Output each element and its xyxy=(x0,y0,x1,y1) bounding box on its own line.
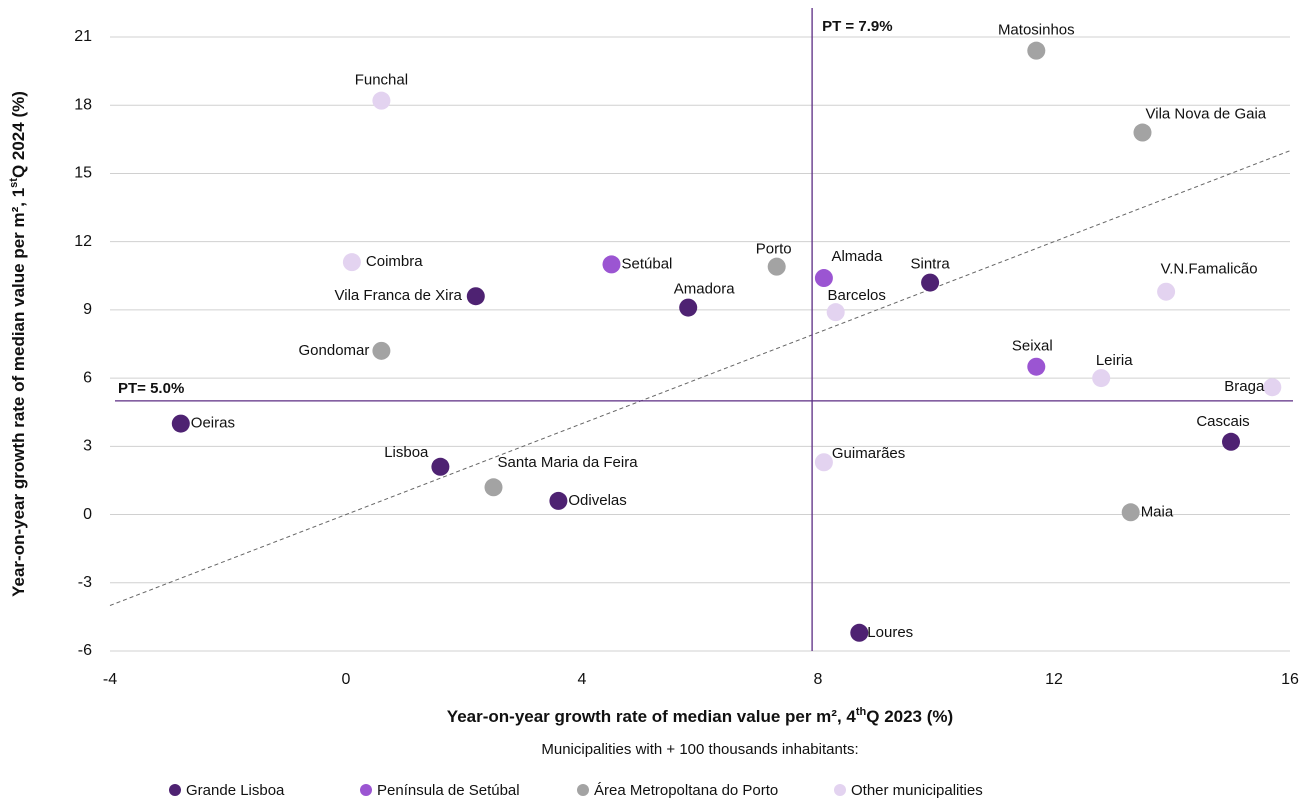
point xyxy=(1157,282,1176,301)
y-tick-label: 9 xyxy=(83,301,92,318)
point xyxy=(431,457,450,476)
y-label-a: Year-on-year growth rate of median value… xyxy=(9,188,28,597)
point xyxy=(342,253,361,272)
point-label: Guimarães xyxy=(832,445,905,462)
y-tick-label: 6 xyxy=(83,369,92,386)
legend-label: Península de Setúbal xyxy=(377,782,520,799)
point xyxy=(767,257,786,276)
point-label: Porto xyxy=(756,241,792,258)
legend-title: Municipalities with + 100 thousands inha… xyxy=(541,741,858,758)
point-label: Odivelas xyxy=(568,492,626,509)
x-tick-label: -4 xyxy=(103,671,117,688)
y-label-sup: st xyxy=(8,178,20,188)
point xyxy=(1092,369,1111,388)
y-tick-label: 3 xyxy=(83,438,92,455)
point-label: Barcelos xyxy=(828,287,886,304)
point xyxy=(814,453,833,472)
point-label: Vila Franca de Xira xyxy=(335,287,463,304)
point xyxy=(602,255,621,274)
x-axis-label: Year-on-year growth rate of median value… xyxy=(447,706,953,727)
point xyxy=(372,91,391,110)
point-label: Coimbra xyxy=(366,253,423,270)
x-label-b: Q 2023 (%) xyxy=(866,707,953,726)
y-axis-label: Year-on-year growth rate of median value… xyxy=(8,91,29,597)
point-label: Santa Maria da Feira xyxy=(498,454,639,471)
point-label: Leiria xyxy=(1096,352,1133,369)
point xyxy=(1121,503,1140,522)
x-tick-label: 12 xyxy=(1045,671,1063,688)
x-label-a: Year-on-year growth rate of median value… xyxy=(447,707,857,726)
point-label: Almada xyxy=(831,248,883,265)
point-label: Setúbal xyxy=(622,255,673,272)
point xyxy=(1222,432,1240,451)
point-label: Seixal xyxy=(1012,338,1053,355)
point xyxy=(1263,378,1282,397)
point-label: Braga xyxy=(1224,378,1265,395)
point xyxy=(549,491,568,510)
point xyxy=(679,298,698,317)
y-tick-label: -3 xyxy=(78,574,92,591)
point xyxy=(850,623,869,642)
reference-label: PT= 5.0% xyxy=(118,380,184,397)
point xyxy=(372,341,391,360)
point-label: Oeiras xyxy=(191,415,235,432)
y-tick-label: 0 xyxy=(83,506,92,523)
y-tick-label: 12 xyxy=(74,233,92,250)
reference-label: PT = 7.9% xyxy=(822,18,892,35)
x-tick-label: 4 xyxy=(578,671,587,688)
point-label: Lisboa xyxy=(384,444,429,461)
legend-label: Área Metropoltana do Porto xyxy=(594,782,778,799)
point-label: Maia xyxy=(1141,503,1174,520)
legend-marker xyxy=(360,784,372,796)
point-label: V.N.Famalicão xyxy=(1161,261,1258,278)
point xyxy=(466,287,485,306)
point xyxy=(171,414,190,433)
legend-label: Grande Lisboa xyxy=(186,782,285,799)
legend-label: Other municipalities xyxy=(851,782,983,799)
y-tick-label: 15 xyxy=(74,165,92,182)
point xyxy=(484,478,503,497)
point xyxy=(921,273,940,292)
x-tick-label: 8 xyxy=(814,671,823,688)
point xyxy=(814,269,833,288)
point xyxy=(1027,41,1046,60)
point-label: Sintra xyxy=(911,256,951,273)
point-label: Funchal xyxy=(355,72,408,89)
y-tick-label: 21 xyxy=(74,28,92,45)
legend-marker xyxy=(577,784,589,796)
point-label: Amadora xyxy=(674,281,736,298)
point xyxy=(1133,123,1152,142)
point-label: Matosinhos xyxy=(998,22,1075,39)
point-label: Cascais xyxy=(1196,413,1249,430)
diagonal-guide xyxy=(109,150,1291,606)
y-tick-label: 18 xyxy=(74,96,92,113)
point-label: Loures xyxy=(867,624,913,641)
point xyxy=(826,303,845,322)
point-label: Gondomar xyxy=(299,342,370,359)
legend-marker xyxy=(834,784,846,796)
y-label-b: Q 2024 (%) xyxy=(9,91,28,178)
point-label: Vila Nova de Gaia xyxy=(1146,105,1267,122)
x-tick-label: 0 xyxy=(342,671,351,688)
legend-marker xyxy=(169,784,181,796)
x-label-sup: th xyxy=(856,706,867,718)
x-tick-label: 16 xyxy=(1281,671,1299,688)
y-tick-label: -6 xyxy=(78,642,92,659)
point xyxy=(1027,357,1046,376)
